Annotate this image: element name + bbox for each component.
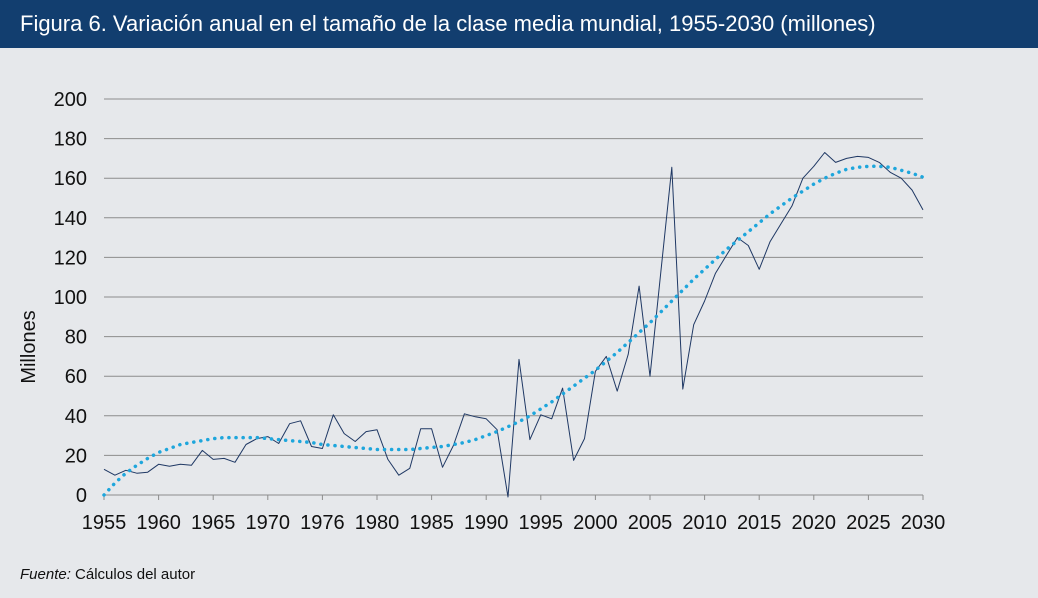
- y-tick-label: 40: [65, 406, 87, 428]
- x-tick-label: 2020: [792, 512, 837, 534]
- figure-title: Figura 6. Variación anual en el tamaño d…: [0, 0, 1038, 48]
- y-tick-label: 140: [54, 208, 87, 230]
- x-tick-label: 2005: [628, 512, 673, 534]
- x-tick-label: 1955: [82, 512, 127, 534]
- x-tick-label: 1960: [136, 512, 181, 534]
- annual-change-line: [103, 152, 924, 498]
- y-axis-ticks: 0 20 40 60 80 100 120 140 160 180 200: [54, 89, 87, 507]
- source-text: Cálculos del autor: [70, 566, 196, 583]
- x-tick-label: 2015: [737, 512, 782, 534]
- y-tick-label: 60: [65, 366, 87, 388]
- x-tick-label: 1965: [191, 512, 236, 534]
- source-label: Fuente:: [20, 566, 71, 583]
- y-tick-label: 180: [54, 129, 87, 151]
- y-tick-label: 0: [76, 485, 87, 507]
- x-tick-label: 1995: [519, 512, 564, 534]
- x-tick-label: 1990: [464, 512, 509, 534]
- y-tick-label: 100: [54, 287, 87, 309]
- x-tick-label: 1980: [355, 512, 400, 534]
- x-tick-label: 2000: [573, 512, 618, 534]
- y-tick-label: 20: [65, 445, 87, 467]
- x-tick-label: 2025: [846, 512, 891, 534]
- x-tick-label: 2010: [682, 512, 727, 534]
- y-tick-label: 160: [54, 168, 87, 190]
- x-tick-label: 2030: [901, 512, 946, 534]
- y-tick-label: 80: [65, 327, 87, 349]
- x-tick-label: 1976: [300, 512, 345, 534]
- series-group: [102, 152, 925, 498]
- x-axis-ticks: 1955 1960 1965 1970 1976 1980 1985 1990 1995 2000…: [82, 495, 946, 534]
- source-note: Fuente: Cálculos del autor: [20, 566, 195, 583]
- y-tick-label: 200: [54, 89, 87, 111]
- gridlines: [104, 98, 923, 496]
- trend-line: [102, 164, 925, 497]
- x-tick-label: 1970: [246, 512, 291, 534]
- y-tick-label: 120: [54, 247, 87, 269]
- line-chart: 0 20 40 60 80 100 120 140 160 180 200 1955 1960 1965…: [18, 89, 946, 534]
- x-tick-label: 1985: [409, 512, 454, 534]
- y-axis-label: Millones: [18, 310, 40, 383]
